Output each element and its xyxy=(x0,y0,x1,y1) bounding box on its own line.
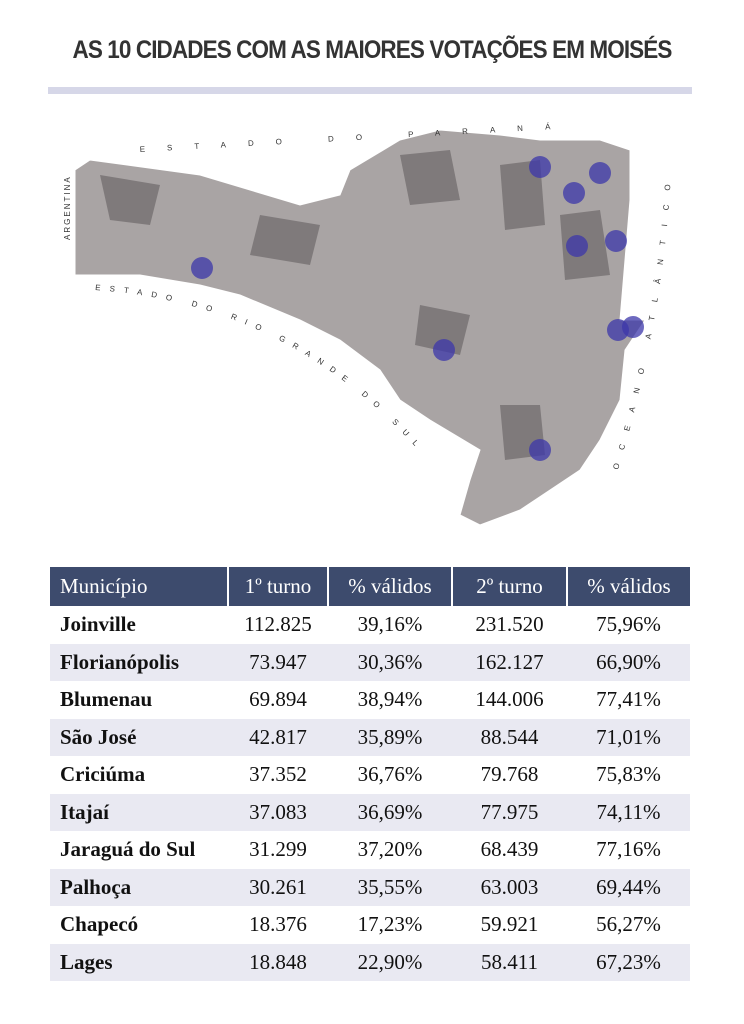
table-cell: 74,11% xyxy=(567,793,690,831)
table-cell: 231.520 xyxy=(475,612,544,637)
table-row: Jaraguá do Sul 31.299 37,20% 68.439 77,16% xyxy=(50,831,690,869)
table-cell: 69,44% xyxy=(567,868,690,906)
header-row: Município 1º turno% válidos 2º turno% váli… xyxy=(50,567,690,606)
table-cell: 71,01% xyxy=(567,718,690,756)
header-cell: 1º turno xyxy=(227,567,328,606)
table-cell: 18.376 xyxy=(249,912,307,937)
table-cell: 77,41% xyxy=(596,687,661,712)
table-cell: 42.817 xyxy=(228,718,328,756)
map: ESTADO DO PARANÁ ARGENTINA ESTADO DO RIO… xyxy=(63,121,659,526)
table-cell: Chapecó xyxy=(60,912,139,937)
results-table: Município 1º turno% válidos 2º turno% váli… xyxy=(50,567,690,981)
table-row: Criciúma 37.352 36,76% 79.768 75,83% xyxy=(50,756,690,794)
table-cell: 37.352 xyxy=(249,762,307,787)
table-cell: Blumenau xyxy=(60,687,153,712)
table-row: São José 42.817 35,89% 88.544 71,01% xyxy=(50,718,690,756)
table-cell: 75,83% xyxy=(596,762,661,787)
city-markers xyxy=(191,156,644,461)
table-cell: 67,23% xyxy=(567,943,690,981)
table-cell: São José xyxy=(50,718,228,756)
table-cell: 73.947 xyxy=(228,643,328,681)
table-row: Chapecó 18.376 17,23% 59.921 56,27% xyxy=(50,906,690,944)
table-cell: 144.006 xyxy=(475,687,544,712)
table-row: Palhoça 30.261 35,55% 63.003 69,44% xyxy=(50,868,690,906)
divider xyxy=(48,87,692,94)
table-cell: 162.127 xyxy=(452,643,567,681)
table-row: Joinville 112.825 39,16% 231.520 75,96% xyxy=(50,606,690,644)
table-cell: 66,90% xyxy=(567,643,690,681)
table-row: Blumenau 69.894 38,94% 144.006 77,41% xyxy=(50,681,690,719)
header-cell: % válidos xyxy=(566,567,690,606)
table-body: Joinville 112.825 39,16% 231.520 75,96% Flori… xyxy=(50,606,690,981)
table-cell: 30.261 xyxy=(228,868,328,906)
table-cell: 88.544 xyxy=(452,718,567,756)
table-cell: Itajaí xyxy=(50,793,228,831)
table-cell: Criciúma xyxy=(60,762,146,787)
table-cell: 77,16% xyxy=(596,837,661,862)
header-cell: 2º turno xyxy=(451,567,567,606)
table-cell: Jaraguá do Sul xyxy=(60,837,196,862)
map-label-text: ARGENTINA xyxy=(63,175,70,240)
table-cell: Palhoça xyxy=(50,868,228,906)
table-row: Itajaí 37.083 36,69% 77.975 74,11% xyxy=(50,793,690,831)
table-cell: 75,96% xyxy=(596,612,661,637)
table-cell: 31.299 xyxy=(249,837,307,862)
table-cell: 22,90% xyxy=(328,943,452,981)
header-cell: % válidos xyxy=(327,567,452,606)
table-cell: 39,16% xyxy=(357,612,423,637)
table-cell: 77.975 xyxy=(452,793,567,831)
state-shape xyxy=(74,129,646,526)
table-cell: 18.848 xyxy=(228,943,328,981)
table-cell: 30,36% xyxy=(328,643,452,681)
map-label: ARGENTINA xyxy=(63,175,72,240)
table-cell: 58.411 xyxy=(452,943,567,981)
table-cell: 63.003 xyxy=(452,868,567,906)
header-cell: Município xyxy=(50,567,228,606)
table-cell: 17,23% xyxy=(357,912,423,937)
table-cell: Joinville xyxy=(60,612,136,637)
table-cell: 79.768 xyxy=(480,762,539,787)
table-cell: 35,89% xyxy=(328,718,452,756)
table-cell: Lages xyxy=(50,943,228,981)
table-cell: 37.083 xyxy=(228,793,328,831)
table-row: Florianópolis 73.947 30,36% 162.127 66,90% xyxy=(50,643,690,681)
table-cell: 68.439 xyxy=(480,837,539,862)
table-cell: 36,69% xyxy=(328,793,452,831)
table-cell: 59.921 xyxy=(480,912,539,937)
regions xyxy=(100,150,610,460)
table-cell: 36,76% xyxy=(357,762,423,787)
title: AS 10 CIDADES COM AS MAIORES VOTAÇÕES EM… xyxy=(72,36,672,64)
table-cell: 112.825 xyxy=(244,612,312,637)
table-cell: 56,27% xyxy=(596,912,661,937)
table-cell: 37,20% xyxy=(357,837,423,862)
table-cell: 38,94% xyxy=(357,687,423,712)
table-cell: 69.894 xyxy=(249,687,307,712)
table-cell: 35,55% xyxy=(328,868,452,906)
table-cell: Florianópolis xyxy=(50,643,228,681)
table-row: Lages 18.848 22,90% 58.411 67,23% xyxy=(50,943,690,981)
